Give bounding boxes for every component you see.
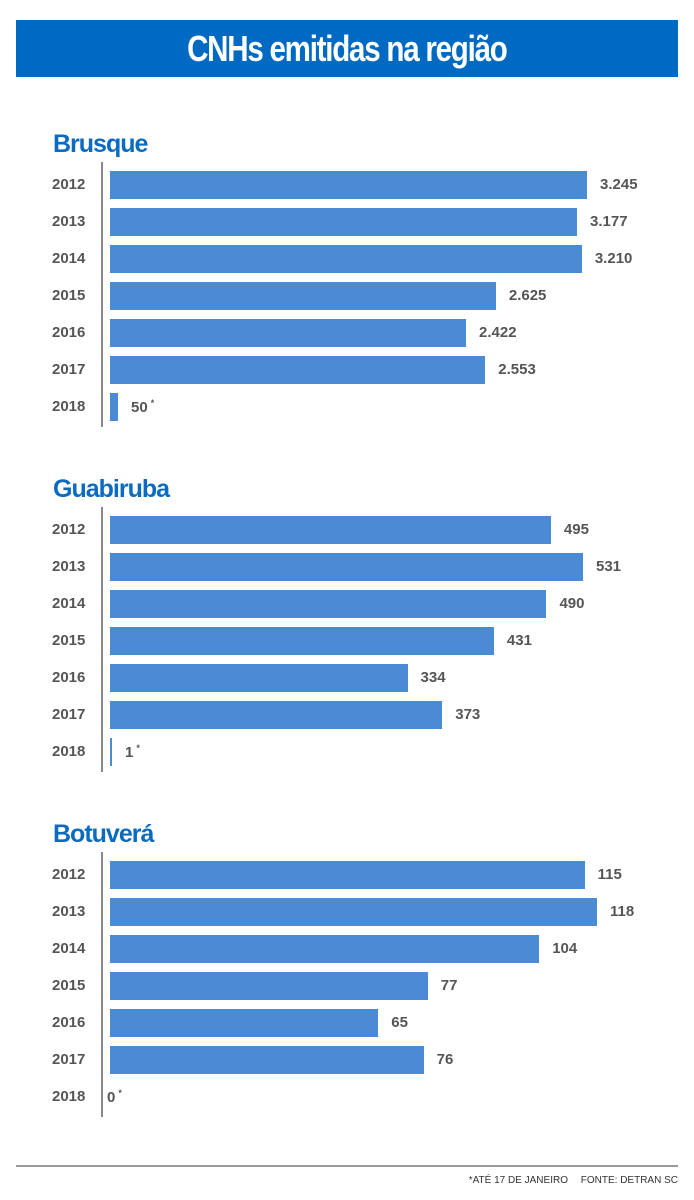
bar xyxy=(110,590,547,618)
value-label: 431 xyxy=(507,632,532,649)
value-label: 3.177 xyxy=(590,213,628,230)
footnote: *ATÉ 17 DE JANEIRO xyxy=(468,1175,568,1186)
value-text: 3.210 xyxy=(594,250,633,267)
year-label: 2014 xyxy=(52,595,86,612)
value-text: 76 xyxy=(436,1051,454,1068)
value-label: 2.553 xyxy=(498,361,536,378)
value-text: 373 xyxy=(455,706,481,723)
source: FONTE: DETRAN SC xyxy=(580,1175,678,1186)
bar xyxy=(110,171,587,199)
footer-divider xyxy=(16,1165,678,1167)
value-label: 0 * xyxy=(107,1088,122,1106)
bar xyxy=(110,664,408,692)
bar xyxy=(110,245,582,273)
bar xyxy=(110,861,585,889)
year-label: 2015 xyxy=(52,632,86,649)
year-label: 2012 xyxy=(52,866,86,883)
value-text: 50 xyxy=(131,399,148,416)
bar xyxy=(110,1046,424,1074)
axis-line xyxy=(101,852,103,1117)
year-label: 2018 xyxy=(52,398,86,415)
bar xyxy=(110,701,443,729)
bar xyxy=(110,553,583,581)
value-label: 490 xyxy=(559,595,584,612)
year-label: 2012 xyxy=(52,176,86,193)
value-label: 104 xyxy=(552,940,577,957)
value-label: 373 xyxy=(455,706,480,723)
bar xyxy=(110,972,428,1000)
bar xyxy=(110,282,496,310)
value-label: 65 xyxy=(391,1014,408,1031)
bar xyxy=(110,898,597,926)
value-text: 3.245 xyxy=(600,176,638,193)
value-text: 0 xyxy=(107,1089,116,1106)
bar xyxy=(110,738,112,766)
value-text: 2.625 xyxy=(508,287,547,304)
year-label: 2017 xyxy=(52,361,86,378)
value-label: 77 xyxy=(441,977,458,994)
year-label: 2018 xyxy=(52,1088,86,1105)
value-text: 3.177 xyxy=(590,213,628,230)
value-text: 115 xyxy=(597,866,622,883)
footnote-mark: * xyxy=(150,398,155,408)
year-label: 2018 xyxy=(52,743,86,760)
value-label: 3.210 xyxy=(595,250,633,267)
year-label: 2012 xyxy=(52,521,86,538)
bar xyxy=(110,516,551,544)
value-label: 2.422 xyxy=(479,324,517,341)
footer: *ATÉ 17 DE JANEIRO FONTE: DETRAN SC xyxy=(459,1175,678,1186)
year-label: 2017 xyxy=(52,706,86,723)
section-title: Brusque xyxy=(53,130,148,158)
bar xyxy=(110,1009,379,1037)
year-label: 2016 xyxy=(52,324,86,341)
bar xyxy=(110,393,118,421)
value-text: 334 xyxy=(420,669,446,686)
value-text: 104 xyxy=(552,940,578,957)
value-label: 495 xyxy=(564,521,589,538)
bar xyxy=(110,356,486,384)
year-label: 2016 xyxy=(52,669,86,686)
year-label: 2015 xyxy=(52,977,86,994)
bar xyxy=(110,627,494,655)
value-text: 431 xyxy=(506,632,532,649)
value-text: 65 xyxy=(391,1014,408,1031)
section-title: Botuverá xyxy=(53,820,154,848)
value-text: 490 xyxy=(559,595,585,612)
value-text: 2.422 xyxy=(479,324,517,341)
value-label: 531 xyxy=(596,558,621,575)
year-label: 2013 xyxy=(52,903,86,920)
value-label: 115 xyxy=(598,866,622,883)
title-banner: CNHs emitidas na região xyxy=(16,20,678,77)
bar xyxy=(110,935,540,963)
value-text: 2.553 xyxy=(498,361,536,378)
year-label: 2017 xyxy=(52,1051,86,1068)
value-text: 1 xyxy=(125,744,134,761)
chart-title: CNHs emitidas na região xyxy=(187,27,508,69)
value-text: 118 xyxy=(610,903,635,920)
value-label: 334 xyxy=(421,669,446,686)
year-label: 2015 xyxy=(52,287,86,304)
year-label: 2014 xyxy=(52,250,86,267)
value-label: 2.625 xyxy=(509,287,547,304)
year-label: 2013 xyxy=(52,213,86,230)
value-text: 77 xyxy=(440,977,458,994)
bar xyxy=(110,208,577,236)
bar xyxy=(110,319,467,347)
footnote-mark: * xyxy=(136,743,140,753)
footnote-mark: * xyxy=(118,1088,122,1098)
value-label: 118 xyxy=(610,903,634,920)
value-text: 495 xyxy=(563,521,589,538)
value-text: 531 xyxy=(596,558,622,575)
year-label: 2014 xyxy=(52,940,86,957)
section-title: Guabiruba xyxy=(53,475,170,503)
value-label: 1 * xyxy=(125,743,140,761)
axis-line xyxy=(101,507,103,772)
axis-line xyxy=(101,162,103,427)
year-label: 2013 xyxy=(52,558,86,575)
value-label: 76 xyxy=(437,1051,454,1068)
value-label: 50 * xyxy=(131,398,154,416)
value-label: 3.245 xyxy=(600,176,638,193)
year-label: 2016 xyxy=(52,1014,86,1031)
